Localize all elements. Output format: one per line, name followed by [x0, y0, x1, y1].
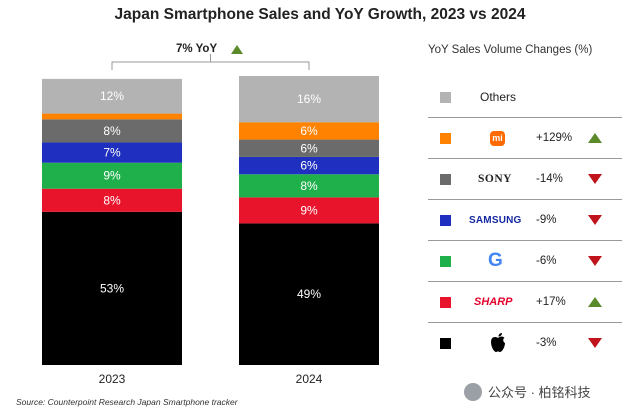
legend-item-sony: SONY -14% [428, 160, 622, 198]
data-label-sony-2023: 8% [103, 124, 121, 138]
up-arrow-icon [588, 133, 602, 143]
bar-segment-apple-2024 [239, 223, 379, 365]
yoy-change-value: +17% [536, 296, 566, 308]
bar-segment-xiaomi-2023 [42, 113, 182, 120]
brand-logo-apple-icon [491, 333, 505, 352]
brand-logo-sharp: SHARP [474, 296, 513, 308]
legend-divider [428, 281, 622, 282]
down-arrow-icon [588, 338, 602, 348]
bar-segment-sony-2024 [239, 139, 379, 157]
data-label-xiaomi-2024: 6% [300, 124, 318, 138]
data-label-others-2024: 16% [297, 92, 321, 106]
legend-swatch [440, 91, 451, 103]
legend-item-others: Others [428, 78, 622, 116]
brand-logo-samsung: SAMSUNG [469, 214, 522, 226]
bar-segment-sharp-2024 [239, 197, 379, 224]
bar-segment-sharp-2023 [42, 188, 182, 212]
bar-segment-xiaomi-2024 [239, 122, 379, 140]
chart-title: Japan Smartphone Sales and YoY Growth, 2… [114, 6, 526, 23]
legend-title: YoY Sales Volume Changes (%) [428, 44, 593, 56]
yoy-change-value: +129% [536, 132, 573, 144]
legend-divider [428, 240, 622, 241]
legend-item-xiaomi: mi +129% [428, 119, 622, 157]
legend-swatch [440, 132, 451, 144]
legend-divider [428, 117, 622, 118]
legend-item-samsung: SAMSUNG -9% [428, 201, 622, 239]
data-label-sony-2024: 6% [300, 141, 318, 155]
watermark: 公众号 · 柏铭科技 [464, 382, 591, 401]
legend-swatch [440, 173, 451, 185]
brand-logo-xiaomi: mi [490, 130, 505, 146]
bar-segment-samsung-2024 [239, 156, 379, 175]
source-note: Source: Counterpoint Research Japan Smar… [16, 397, 238, 407]
down-arrow-icon [588, 256, 602, 266]
data-label-apple-2024: 49% [297, 287, 321, 301]
bar-segment-google-2024 [239, 174, 379, 198]
data-label-others-2023: 12% [100, 89, 124, 103]
legend-swatch [440, 296, 451, 308]
legend-item-apple: -3% [428, 324, 622, 362]
yoy-change-value: -9% [536, 214, 557, 226]
brand-logo-sony: SONY [478, 173, 512, 185]
growth-bracket [111, 61, 310, 70]
bar-segment-samsung-2023 [42, 142, 182, 163]
up-arrow-icon [588, 297, 602, 307]
legend-swatch [440, 255, 451, 267]
bar-segment-sony-2023 [42, 119, 182, 143]
legend-divider [428, 322, 622, 323]
legend-divider [428, 158, 622, 159]
brand-logo-google: G [488, 250, 503, 271]
yoy-change-value: -3% [536, 337, 557, 349]
legend-item-google: G -6% [428, 242, 622, 280]
data-label-google-2024: 8% [300, 179, 318, 193]
data-label-samsung-2024: 6% [300, 159, 318, 173]
legend-swatch [440, 337, 451, 349]
down-arrow-icon [588, 215, 602, 225]
yoy-change-value: -6% [536, 255, 557, 267]
legend-swatch [440, 214, 451, 226]
yoy-change-value: -14% [536, 173, 563, 185]
bar-segment-google-2023 [42, 162, 182, 189]
data-label-sharp-2024: 9% [300, 203, 318, 217]
data-label-google-2023: 9% [103, 169, 121, 183]
data-label-sharp-2023: 8% [103, 193, 121, 207]
bar-segment-others-2024 [239, 76, 379, 123]
bar-segment-others-2023 [42, 78, 182, 114]
legend-divider [428, 199, 622, 200]
x-tick-label-2023: 2023 [99, 372, 126, 386]
yoy-up-arrow-icon [231, 45, 243, 54]
legend-item-sharp: SHARP +17% [428, 283, 622, 321]
x-tick-label-2024: 2024 [296, 372, 323, 386]
brand-logo-others: Others [480, 90, 517, 104]
yoy-growth-label: 7% YoY [176, 43, 218, 55]
wechat-icon [464, 382, 482, 401]
watermark-text: 公众号 · 柏铭科技 [488, 385, 591, 400]
down-arrow-icon [588, 174, 602, 184]
data-label-samsung-2023: 7% [103, 146, 121, 160]
bar-segment-apple-2023 [42, 211, 182, 365]
data-label-apple-2023: 53% [100, 281, 124, 295]
